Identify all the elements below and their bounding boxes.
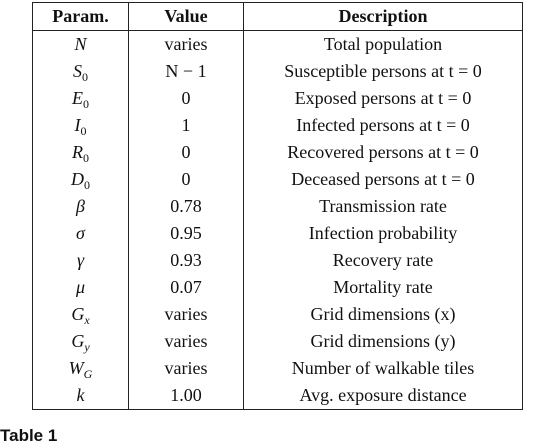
param-cell: γ (32, 247, 129, 274)
description-cell: Avg. exposure distance (243, 382, 523, 410)
table-row: Gy varies Grid dimensions (y) (32, 328, 523, 355)
table-row: σ 0.95 Infection probability (32, 220, 523, 247)
param-symbol: β (76, 196, 85, 216)
value-cell: 0 (128, 85, 244, 112)
param-symbol: γ (76, 250, 85, 270)
param-subscript: y (84, 340, 90, 354)
param-symbol: W (68, 358, 84, 378)
param-symbol: σ (76, 223, 85, 243)
param-cell: WG (32, 355, 129, 382)
table-row: β 0.78 Transmission rate (32, 193, 523, 220)
param-symbol: G (71, 304, 85, 324)
value-cell: 0.78 (128, 193, 244, 220)
table-row: k 1.00 Avg. exposure distance (32, 382, 523, 410)
table-caption: Table 1 (0, 426, 58, 445)
value-cell: varies (128, 301, 244, 328)
param-subscript: x (84, 313, 90, 327)
value-cell: 0.93 (128, 247, 244, 274)
param-symbol: S (73, 61, 82, 81)
param-subscript: 0 (82, 70, 88, 84)
description-cell: Exposed persons at t = 0 (243, 85, 523, 112)
param-symbol: E (72, 88, 83, 108)
value-cell: 0.95 (128, 220, 244, 247)
header-cell: Description (243, 2, 523, 31)
description-cell: Grid dimensions (x) (243, 301, 523, 328)
param-symbol: D (71, 169, 84, 189)
param-cell: k (32, 382, 129, 410)
description-cell: Total population (243, 30, 523, 58)
param-symbol: I (74, 115, 81, 135)
description-cell: Infection probability (243, 220, 523, 247)
table-row: μ 0.07 Mortality rate (32, 274, 523, 301)
description-cell: Transmission rate (243, 193, 523, 220)
param-cell: S0 (32, 58, 129, 85)
value-cell: 1.00 (128, 382, 244, 410)
table-row: D0 0 Deceased persons at t = 0 (32, 166, 523, 193)
description-cell: Recovered persons at t = 0 (243, 139, 523, 166)
param-subscript: 0 (83, 151, 89, 165)
value-cell: N − 1 (128, 58, 244, 85)
param-subscript: G (83, 367, 93, 381)
table-row: WG varies Number of walkable tiles (32, 355, 523, 382)
param-subscript: 0 (80, 124, 87, 138)
param-cell: β (32, 193, 129, 220)
param-symbol: k (76, 385, 85, 405)
description-cell: Infected persons at t = 0 (243, 112, 523, 139)
param-symbol: R (72, 142, 83, 162)
param-cell: σ (32, 220, 129, 247)
param-symbol: G (71, 331, 85, 351)
value-cell: 0.07 (128, 274, 244, 301)
table-row: R0 0 Recovered persons at t = 0 (32, 139, 523, 166)
header-cell: Value (128, 2, 244, 31)
table-row: S0 N − 1 Susceptible persons at t = 0 (32, 58, 523, 85)
table-row: Gx varies Grid dimensions (x) (32, 301, 523, 328)
param-cell: Gx (32, 301, 129, 328)
table-row: E0 0 Exposed persons at t = 0 (32, 85, 523, 112)
param-symbol: N (74, 34, 87, 54)
value-cell: 1 (128, 112, 244, 139)
table-header: Param. Value Description (32, 2, 523, 31)
value-cell: 0 (128, 166, 244, 193)
param-cell: R0 (32, 139, 129, 166)
value-cell: 0 (128, 139, 244, 166)
description-cell: Deceased persons at t = 0 (243, 166, 523, 193)
header-row: Param. Value Description (32, 2, 523, 31)
param-cell: μ (32, 274, 129, 301)
value-cell: varies (128, 355, 244, 382)
param-symbol: μ (75, 277, 86, 297)
table-row: I0 1 Infected persons at t = 0 (32, 112, 523, 139)
param-subscript: 0 (83, 97, 89, 111)
description-cell: Grid dimensions (y) (243, 328, 523, 355)
param-cell: N (32, 30, 129, 58)
description-cell: Mortality rate (243, 274, 523, 301)
header-cell: Param. (32, 2, 129, 31)
description-cell: Susceptible persons at t = 0 (243, 58, 523, 85)
param-subscript: 0 (84, 178, 90, 192)
param-cell: E0 (32, 85, 129, 112)
description-cell: Recovery rate (243, 247, 523, 274)
value-cell: varies (128, 30, 244, 58)
table-row: γ 0.93 Recovery rate (32, 247, 523, 274)
param-cell: D0 (32, 166, 129, 193)
param-cell: I0 (32, 112, 129, 139)
value-cell: varies (128, 328, 244, 355)
param-cell: Gy (32, 328, 129, 355)
description-cell: Number of walkable tiles (243, 355, 523, 382)
